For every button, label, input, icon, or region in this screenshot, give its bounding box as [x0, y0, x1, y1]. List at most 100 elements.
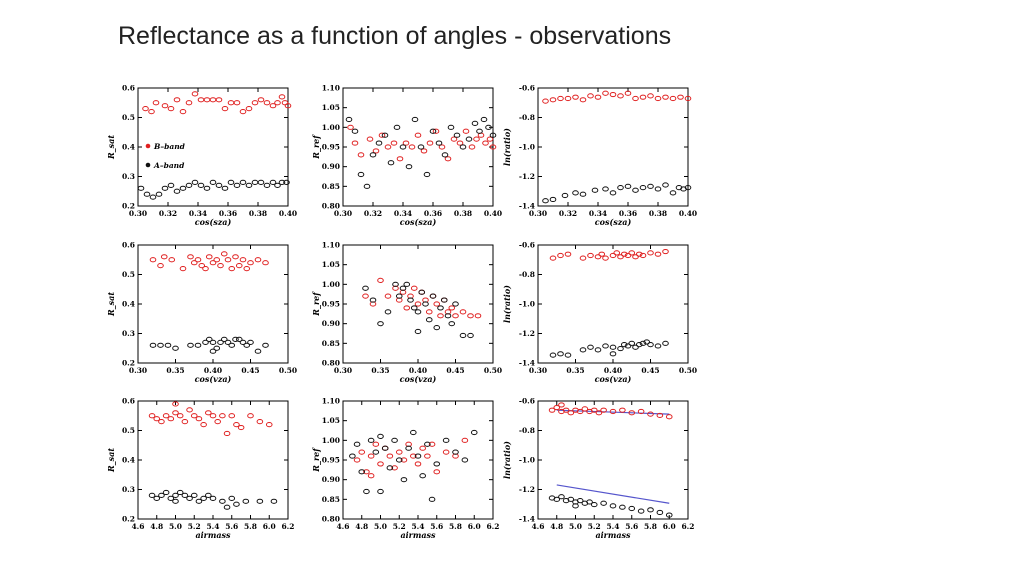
data-point: [228, 413, 236, 419]
data-point: [256, 498, 264, 504]
data-point: [200, 422, 207, 428]
data-point: [167, 182, 175, 188]
data-point: [142, 106, 149, 112]
data-point: [628, 340, 636, 346]
data-point: [600, 500, 607, 506]
data-point: [395, 293, 403, 299]
scatter-panel-4: 0.30 0.35 0.40 0.45 0.50 0.2 0.3 0.4 0.5 0.6 cos(v…: [108, 241, 297, 385]
scatter-panel-9: 4.6 4.8 5.0 5.2 5.4 5.6 5.8 6.0 6.2 -1.4 -1.2 -1.0 -…: [502, 397, 695, 541]
data-point: [426, 140, 434, 146]
x-tick-label: 5.8: [644, 522, 657, 531]
y-axis-label: R_ref: [311, 134, 321, 160]
data-point: [628, 250, 636, 256]
data-point: [251, 100, 259, 106]
y-tick-label: 0.85: [322, 182, 340, 191]
data-point: [227, 100, 235, 106]
data-point: [468, 144, 476, 150]
data-point: [628, 410, 636, 416]
y-tick-label: 1.10: [322, 241, 340, 250]
x-axis-label: airmass: [595, 530, 631, 540]
x-tick-label: 5.2: [188, 522, 201, 531]
data-point: [448, 321, 456, 327]
y-tick-label: -0.8: [519, 113, 535, 122]
data-point: [399, 144, 407, 150]
data-point: [637, 408, 645, 415]
data-point: [162, 489, 170, 496]
data-point: [418, 289, 426, 295]
x-tick-label: 0.35: [566, 366, 584, 375]
data-point: [158, 492, 165, 498]
data-point: [263, 182, 271, 188]
scatter-panel-7: 4.6 4.8 5.0 5.2 5.4 5.6 5.8 6.0 6.2 0.2 0.3 0.4 0.5 0…: [108, 397, 295, 541]
data-point: [148, 492, 156, 498]
data-point: [624, 252, 632, 259]
data-point: [654, 343, 662, 349]
y-tick-label: 1.05: [322, 416, 340, 425]
x-tick-label: 0.36: [219, 209, 237, 218]
y-tick-label: 0.95: [322, 143, 340, 152]
data-point: [235, 263, 243, 269]
x-tick-label: 6.2: [681, 522, 694, 531]
data-point: [395, 449, 403, 455]
y-axis-label: R_sat: [108, 448, 116, 473]
data-point: [438, 144, 446, 150]
data-point: [654, 251, 662, 257]
data-point: [561, 192, 569, 199]
data-point: [381, 445, 389, 451]
data-point: [172, 410, 179, 416]
data-point: [274, 100, 281, 106]
data-point: [462, 128, 470, 134]
data-point: [187, 254, 194, 260]
data-point: [594, 94, 602, 100]
data-point: [473, 136, 480, 142]
x-tick-label: 5.6: [225, 522, 238, 531]
data-point: [553, 404, 561, 411]
data-point: [357, 171, 365, 178]
plot-frame: [342, 244, 494, 364]
data-point: [203, 97, 211, 103]
data-point: [209, 413, 217, 419]
data-point: [219, 498, 226, 504]
legend-b-band: B–band: [153, 142, 186, 151]
data-point: [215, 97, 223, 103]
data-point: [408, 144, 416, 150]
data-point: [345, 116, 353, 123]
data-point: [410, 453, 417, 459]
x-tick-label: 0.40: [279, 209, 297, 218]
data-point: [233, 422, 240, 428]
data-point: [419, 445, 426, 451]
scatter-panel-8: 4.6 4.8 5.0 5.2 5.4 5.6 5.8 6.0 6.2 0.80 0.85 0.90 0…: [311, 397, 500, 541]
data-point: [157, 263, 164, 269]
data-point: [209, 260, 217, 266]
legend-marker-a-band: [145, 162, 151, 168]
data-point: [639, 340, 647, 346]
data-point: [217, 339, 224, 345]
data-point: [162, 413, 170, 419]
data-point: [437, 305, 444, 311]
data-point: [632, 254, 639, 260]
data-point: [353, 441, 361, 447]
data-point: [239, 257, 247, 263]
data-point: [233, 100, 241, 106]
legend-a-band: A–band: [153, 161, 185, 170]
data-point: [549, 196, 557, 203]
data-point: [587, 93, 594, 99]
data-point: [600, 407, 607, 413]
figure-grid: 0.30 0.32 0.34 0.36 0.38 0.40 0.2 0.3 0.4 0.5 0.6 c…: [108, 84, 697, 541]
data-point: [245, 106, 253, 112]
data-point: [377, 277, 384, 283]
data-point: [278, 179, 286, 186]
data-point: [423, 171, 431, 178]
data-point: [647, 93, 654, 99]
y-tick-label: 0.90: [322, 319, 340, 328]
y-tick-label: 0.85: [322, 339, 340, 348]
data-point: [185, 100, 193, 106]
x-tick-label: 5.8: [449, 522, 462, 531]
data-point: [485, 124, 492, 130]
data-point: [209, 495, 217, 501]
y-tick-label: 0.6: [122, 241, 135, 250]
data-point: [677, 94, 684, 100]
data-point: [173, 97, 181, 103]
data-point: [635, 342, 643, 348]
plot-frame: [537, 87, 689, 207]
